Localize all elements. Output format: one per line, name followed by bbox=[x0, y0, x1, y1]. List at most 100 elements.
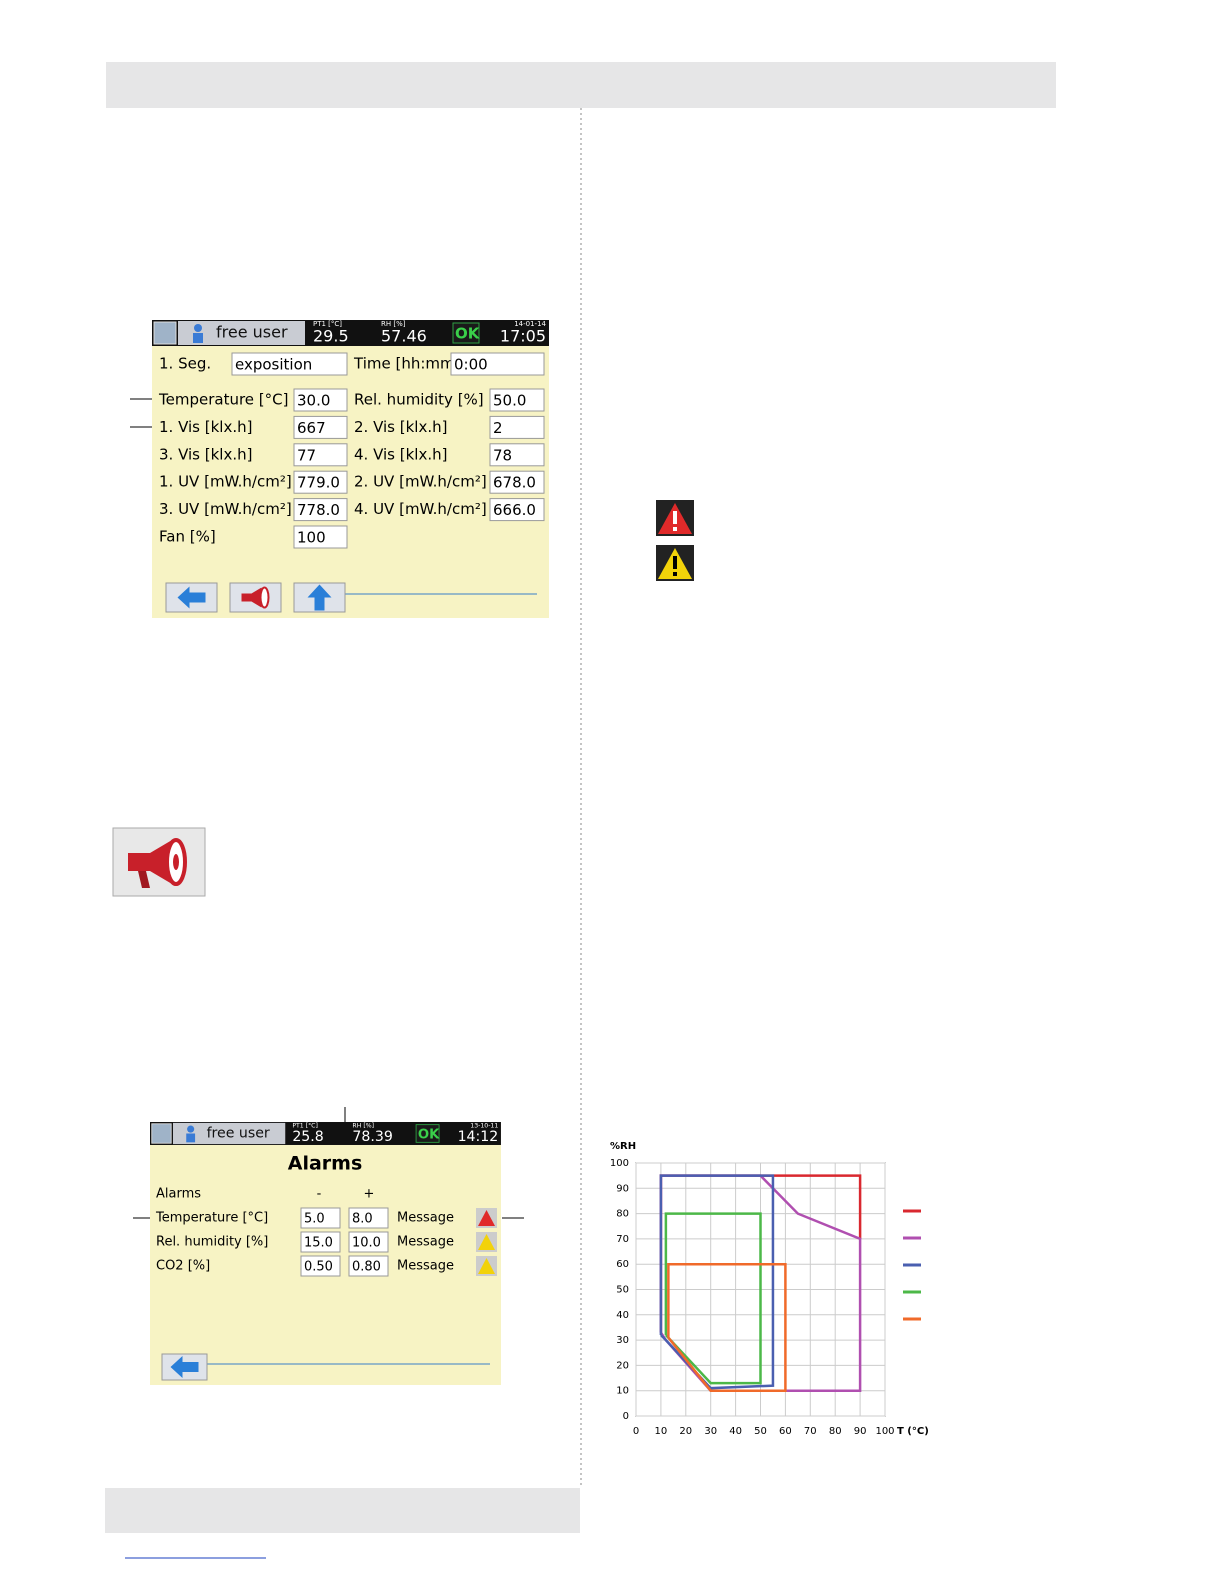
field-label: 2. Vis [klx.h] bbox=[354, 418, 447, 436]
input-field bbox=[300, 1207, 341, 1229]
input-field bbox=[489, 388, 545, 412]
y-tick-label: 20 bbox=[616, 1360, 629, 1371]
x-tick-label: 20 bbox=[679, 1426, 692, 1437]
input-field bbox=[293, 415, 348, 439]
field-label: Time [hh:mm] bbox=[353, 355, 460, 373]
status-group: free user PT1 [°C]25.8 RH [%]78.39 OK 13-10-… bbox=[150, 1122, 501, 1145]
field-value: 50.0 bbox=[493, 392, 526, 410]
input-field bbox=[489, 470, 545, 494]
screen-settings: free user PT1 [°C]29.5 RH [%]57.46 OK 14-01-… bbox=[152, 320, 549, 618]
alarm-button-icon bbox=[112, 827, 206, 897]
input-field bbox=[293, 443, 348, 467]
megaphone-bell bbox=[259, 586, 270, 609]
series-line bbox=[664, 1212, 762, 1385]
field-label: Message bbox=[397, 1235, 454, 1250]
chart: 0 10 20 30 40 50 60 70 80 90 100 0 10 20 30 40 50 60 70 80 9… bbox=[610, 1141, 929, 1437]
series-line bbox=[659, 1174, 775, 1390]
time: 17:05 bbox=[500, 327, 546, 346]
series-line bbox=[667, 1262, 787, 1392]
back-arrow bbox=[170, 1356, 199, 1378]
y-tick-label: 40 bbox=[616, 1310, 629, 1321]
x-tick-label: 100 bbox=[875, 1426, 894, 1437]
field-value: 100 bbox=[297, 529, 326, 547]
input-field bbox=[489, 443, 545, 467]
x-tick-label: 80 bbox=[829, 1426, 842, 1437]
field-value: 667 bbox=[297, 419, 326, 437]
column-header: + bbox=[364, 1187, 375, 1202]
y-tick-label: 0 bbox=[623, 1411, 629, 1422]
field-value: 10.0 bbox=[352, 1236, 381, 1251]
field-value: 2 bbox=[493, 419, 503, 437]
user-name: free user bbox=[207, 1125, 270, 1141]
x-tick-label: 40 bbox=[729, 1426, 742, 1437]
ok-box bbox=[452, 322, 480, 344]
x-tick-label: 10 bbox=[655, 1426, 668, 1437]
ok-status: OK bbox=[418, 1127, 440, 1142]
input-field bbox=[293, 498, 348, 522]
input-field bbox=[450, 352, 545, 376]
y-tick-label: 30 bbox=[616, 1335, 629, 1346]
nav-button bbox=[161, 1353, 208, 1381]
field-label: Rel. humidity [%] bbox=[156, 1235, 268, 1250]
field-label: 3. UV [mW.h/cm²] bbox=[159, 500, 292, 518]
input-field bbox=[300, 1255, 341, 1277]
x-axis-label: T (°C) bbox=[897, 1426, 929, 1437]
field-value: 78 bbox=[493, 446, 512, 464]
field-value: 15.0 bbox=[304, 1236, 333, 1251]
user-name: free user bbox=[216, 323, 288, 342]
status-value: 29.5 bbox=[313, 327, 349, 346]
y-axis-label: %RH bbox=[610, 1141, 636, 1152]
menu-icon bbox=[151, 1123, 172, 1144]
field-value: 5.0 bbox=[304, 1212, 325, 1227]
field-label: 4. UV [mW.h/cm²] bbox=[354, 500, 487, 518]
field-label: 2. UV [mW.h/cm²] bbox=[354, 473, 487, 491]
field-label: Message bbox=[397, 1211, 454, 1226]
field-label: Fan [%] bbox=[159, 528, 216, 546]
input-field bbox=[293, 470, 348, 494]
date: 13-10-11 bbox=[470, 1123, 498, 1130]
user-box bbox=[172, 1122, 286, 1145]
input-field bbox=[231, 352, 348, 376]
menu-icon bbox=[153, 321, 177, 345]
field-value: 0.80 bbox=[352, 1260, 381, 1275]
field-value: 778.0 bbox=[297, 501, 340, 519]
status-label: RH [%] bbox=[352, 1123, 374, 1130]
x-tick-label: 70 bbox=[804, 1426, 817, 1437]
input-field bbox=[293, 525, 348, 549]
input-field bbox=[489, 415, 545, 439]
input-field bbox=[348, 1255, 389, 1277]
y-tick-label: 50 bbox=[616, 1285, 629, 1296]
user-icon-body bbox=[193, 333, 203, 343]
megaphone bbox=[241, 587, 262, 608]
x-tick-label: 30 bbox=[704, 1426, 717, 1437]
x-tick-label: 60 bbox=[779, 1426, 792, 1437]
field-label: 1. Seg. bbox=[159, 355, 211, 373]
field-value: 30.0 bbox=[297, 392, 330, 410]
field-value: exposition bbox=[235, 356, 312, 374]
user-icon bbox=[194, 324, 202, 332]
up-arrow bbox=[307, 584, 332, 611]
x-tick-label: 90 bbox=[854, 1426, 867, 1437]
field-label: Temperature [°C] bbox=[155, 1211, 268, 1226]
alarm-triangle bbox=[478, 1258, 495, 1274]
field-label: 1. UV [mW.h/cm²] bbox=[159, 473, 292, 491]
field-label: 4. Vis [klx.h] bbox=[354, 445, 447, 463]
y-tick-label: 70 bbox=[616, 1234, 629, 1245]
field-label: Rel. humidity [%] bbox=[354, 391, 484, 409]
input-field bbox=[300, 1231, 341, 1253]
y-tick-label: 100 bbox=[610, 1158, 629, 1169]
back-arrow bbox=[177, 586, 206, 609]
input-field bbox=[293, 388, 348, 412]
field-value: 8.0 bbox=[352, 1212, 373, 1227]
field-value: 77 bbox=[297, 446, 316, 464]
user-icon bbox=[187, 1125, 195, 1133]
ok-status: OK bbox=[455, 325, 481, 343]
status-value: 57.46 bbox=[381, 327, 427, 346]
field-value: 0:00 bbox=[454, 356, 488, 374]
x-tick-label: 0 bbox=[633, 1426, 639, 1437]
alarm-triangle bbox=[478, 1210, 495, 1226]
footer-bar bbox=[105, 1488, 580, 1533]
ok-box bbox=[415, 1124, 440, 1143]
status-value: 25.8 bbox=[292, 1129, 323, 1145]
status-value: 78.39 bbox=[352, 1129, 392, 1145]
